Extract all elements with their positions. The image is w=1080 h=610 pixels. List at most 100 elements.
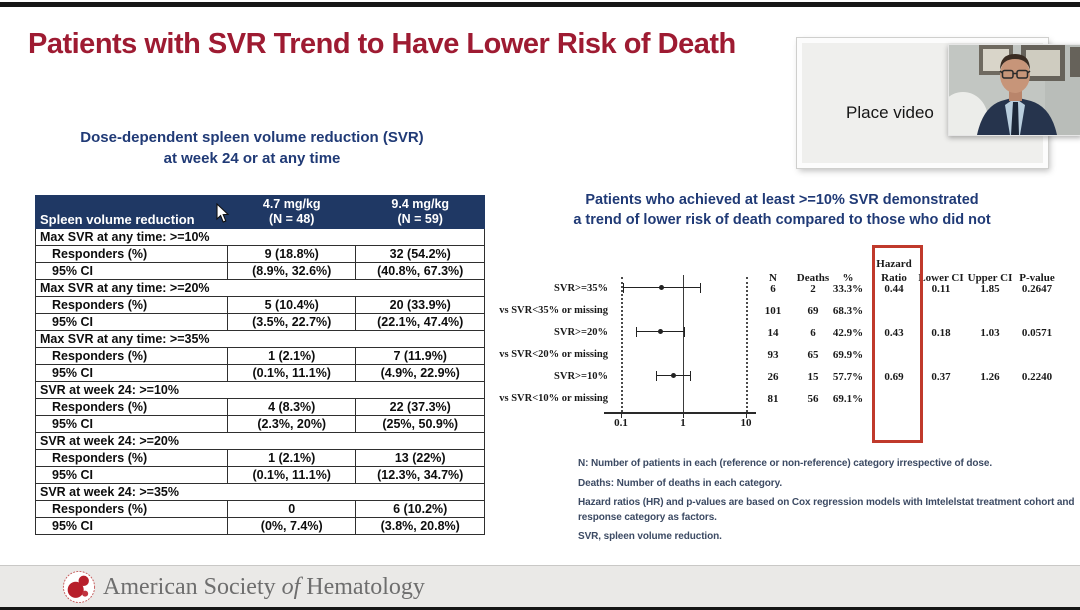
ci-cap-right <box>700 283 702 293</box>
forest-cell-n: 26 <box>767 371 779 383</box>
presenter-webcam-video[interactable] <box>938 44 1080 146</box>
row-value: (12.3%, 34.7%) <box>355 466 485 484</box>
ci-cap-right <box>689 371 691 381</box>
forest-cell-n: 101 <box>764 305 782 317</box>
forest-cell-deaths: 2 <box>810 283 816 295</box>
footnote-svr: SVR, spleen volume reduction. <box>578 531 722 542</box>
slide-title: Patients with SVR Trend to Have Lower Ri… <box>28 28 736 60</box>
forest-cell-n: 93 <box>767 349 779 361</box>
forest-row-label: SVR>=20% <box>554 327 608 338</box>
table-row: 95% CI (0.1%, 11.1%) (4.9%, 22.9%) <box>35 364 485 382</box>
col-header-deaths: Deaths <box>796 272 830 284</box>
plot-gridline-10 <box>746 277 748 412</box>
row-label: Responders (%) <box>35 347 228 365</box>
table-row: 95% CI (8.9%, 32.6%) (40.8%, 67.3%) <box>35 262 485 280</box>
ci-cap-left <box>655 371 657 381</box>
ci-cap-left <box>635 327 637 337</box>
footnote-n: N: Number of patients in each (reference… <box>578 458 992 469</box>
hr-point <box>658 329 664 334</box>
row-value: (0.1%, 11.1%) <box>226 364 357 382</box>
row-value: (0.1%, 11.1%) <box>226 466 357 484</box>
chair-back <box>938 92 988 146</box>
hr-point <box>658 285 664 290</box>
table-row: Responders (%) 5 (10.4%) 20 (33.9%) <box>35 296 485 314</box>
forest-cell-deaths: 15 <box>807 371 819 383</box>
forest-cell-n: 6 <box>770 283 776 295</box>
forest-cell-n: 81 <box>767 393 779 405</box>
col-header-lower-ci: Lower CI <box>918 272 964 284</box>
footnotes: N: Number of patients in each (reference… <box>578 457 1078 550</box>
row-value: 6 (10.2%) <box>355 500 485 518</box>
row-value: 22 (37.3%) <box>355 398 485 416</box>
table-section-row: SVR at week 24: >=20% <box>35 432 485 450</box>
row-label: Responders (%) <box>35 296 228 314</box>
forest-cell-pct: 33.3% <box>832 283 864 295</box>
picture-frame-icon <box>1070 47 1080 77</box>
row-value: 20 (33.9%) <box>355 296 485 314</box>
forest-cell-p: 0.2240 <box>1021 371 1053 383</box>
forest-cell-p: 0.0571 <box>1021 327 1053 339</box>
forest-cell-pct: 42.9% <box>832 327 864 339</box>
top-border-bar <box>0 2 1080 7</box>
dose-table-heading: Dose-dependent spleen volume reduction (… <box>52 127 452 169</box>
hair <box>1000 54 1030 70</box>
forest-cell-pct: 57.7% <box>832 371 864 383</box>
row-value: (40.8%, 67.3%) <box>355 262 485 280</box>
table-section-row: Max SVR at any time: >=20% <box>35 279 485 297</box>
presenter-illustration <box>938 45 1080 146</box>
bottom-border-bar <box>0 607 1080 610</box>
col-header-pct: % <box>842 272 854 284</box>
table-row: Responders (%) 0 6 (10.2%) <box>35 500 485 518</box>
table-section-row: SVR at week 24: >=10% <box>35 381 485 399</box>
dose-table-heading-line2: at week 24 or at any time <box>163 150 341 167</box>
row-label: Responders (%) <box>35 245 228 263</box>
forest-heading-line2: a trend of lower risk of death compared … <box>573 212 991 228</box>
footer-org-name: American Society of Hematology <box>103 574 425 600</box>
dose-table-heading-line1: Dose-dependent spleen volume reduction (… <box>80 129 424 146</box>
table-row: Responders (%) 9 (18.8%) 32 (54.2%) <box>35 245 485 263</box>
row-value: 1 (2.1%) <box>226 347 357 365</box>
x-tick-1: 1 <box>680 417 686 429</box>
mouse-cursor-icon <box>216 203 229 223</box>
forest-cell-pct: 68.3% <box>832 305 864 317</box>
forest-cell-deaths: 6 <box>810 327 816 339</box>
col-header-upper-ci: Upper CI <box>967 272 1013 284</box>
hazard-ratio-highlight-box <box>872 245 923 443</box>
table-section-row: Max SVR at any time: >=35% <box>35 330 485 348</box>
forest-cell-deaths: 69 <box>807 305 819 317</box>
col-header-hazard: Hazard <box>876 258 912 270</box>
forest-cell-pct: 69.9% <box>832 349 864 361</box>
forest-cell-n: 14 <box>767 327 779 339</box>
row-label: 95% CI <box>35 415 228 433</box>
forest-row-label: SVR>=10% <box>554 371 608 382</box>
ci-cap-left <box>622 283 624 293</box>
section-title: SVR at week 24: >=35% <box>35 483 485 501</box>
row-value: 32 (54.2%) <box>355 245 485 263</box>
row-value: (3.8%, 20.8%) <box>355 517 485 535</box>
forest-plot-heading: Patients who achieved at least >=10% SVR… <box>547 190 1017 230</box>
row-label: 95% CI <box>35 466 228 484</box>
table-row: Responders (%) 1 (2.1%) 13 (22%) <box>35 449 485 467</box>
row-value: (2.3%, 20%) <box>226 415 357 433</box>
dose-table-header: Spleen volume reduction 4.7 mg/kg (N = 4… <box>35 195 485 229</box>
plot-x-axis <box>604 412 756 414</box>
header-dose-94: 9.4 mg/kg (N = 59) <box>355 195 485 229</box>
table-row: 95% CI (3.5%, 22.7%) (22.1%, 47.4%) <box>35 313 485 331</box>
footnote-hazard-ratios: Hazard ratios (HR) and p-values are base… <box>578 497 1075 523</box>
section-title: Max SVR at any time: >=20% <box>35 279 485 297</box>
row-value: 5 (10.4%) <box>226 296 357 314</box>
footnote-deaths: Deaths: Number of deaths in each categor… <box>578 477 782 489</box>
row-value: (3.5%, 22.7%) <box>226 313 357 331</box>
presenter-face <box>1000 57 1030 93</box>
row-value: (4.9%, 22.9%) <box>355 364 485 382</box>
forest-row-label: vs SVR<20% or missing <box>499 349 608 360</box>
row-label: 95% CI <box>35 313 228 331</box>
section-title: SVR at week 24: >=10% <box>35 381 485 399</box>
glasses-icon <box>999 69 1031 79</box>
row-label: 95% CI <box>35 517 228 535</box>
ash-logo-icon <box>62 570 96 604</box>
row-value: (22.1%, 47.4%) <box>355 313 485 331</box>
row-value: 4 (8.3%) <box>226 398 357 416</box>
row-value: 7 (11.9%) <box>355 347 485 365</box>
